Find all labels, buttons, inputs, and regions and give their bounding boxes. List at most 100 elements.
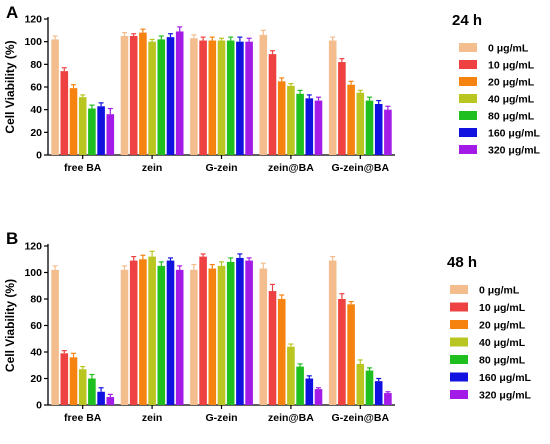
bar — [365, 370, 374, 405]
bar — [236, 257, 244, 405]
y-tick-label: 40 — [30, 104, 42, 116]
bar — [120, 36, 129, 155]
x-category-label: free BA — [64, 412, 102, 424]
bar — [338, 62, 346, 155]
bar — [347, 84, 355, 155]
bar — [69, 357, 78, 405]
bar — [268, 291, 277, 405]
bar — [129, 260, 138, 405]
y-tick-label: 0 — [36, 400, 42, 412]
panel-letter: B — [6, 229, 18, 248]
bar — [190, 269, 198, 405]
bar — [199, 256, 207, 405]
legend-label: 10 μg/mL — [488, 60, 535, 72]
y-axis-label: Cell Viability (%) — [3, 40, 17, 133]
time-label: 24 h — [452, 12, 482, 29]
y-tick-label: 80 — [30, 59, 42, 71]
bar — [259, 34, 268, 155]
x-category-label: zein — [142, 412, 162, 424]
bar — [245, 260, 253, 405]
bar — [374, 104, 383, 155]
legend-swatch — [459, 60, 477, 69]
bar — [88, 108, 96, 155]
legend-swatch — [450, 337, 468, 347]
bar — [236, 41, 244, 155]
legend-swatch — [450, 390, 468, 399]
bar — [129, 36, 138, 155]
bar — [226, 40, 235, 155]
legend-swatch — [450, 320, 468, 329]
legend-label: 160 μg/mL — [488, 128, 541, 140]
legend-swatch — [459, 77, 477, 86]
y-tick-label: 60 — [30, 82, 42, 94]
legend-label: 40 μg/mL — [479, 337, 526, 349]
bar — [356, 92, 365, 155]
bar — [305, 378, 314, 405]
bar — [277, 299, 286, 405]
bar — [175, 269, 184, 405]
legend-label: 320 μg/mL — [488, 145, 541, 157]
legend-label: 10 μg/mL — [479, 302, 526, 314]
x-category-label: zein — [142, 162, 162, 174]
legend-label: 80 μg/mL — [479, 355, 526, 367]
bar — [120, 269, 129, 405]
bar — [374, 381, 383, 405]
legend-label: 320 μg/mL — [479, 390, 532, 402]
x-category-label: G-zein — [205, 162, 237, 174]
bar — [314, 100, 323, 155]
panel-a: A 24 h Cell Viability (%) 0 20 40 60 80 100 120 fr… — [3, 3, 541, 174]
legend-swatch — [450, 302, 468, 312]
legend-label: 40 μg/mL — [488, 94, 535, 106]
y-tick-label: 80 — [30, 294, 42, 306]
bar — [287, 85, 295, 155]
bar — [226, 261, 235, 405]
legend-label: 80 μg/mL — [488, 111, 535, 123]
y-tick-label: 120 — [24, 14, 42, 26]
bar — [166, 37, 175, 156]
y-tick-label: 60 — [30, 320, 42, 332]
bar — [384, 393, 392, 405]
legend-swatch — [459, 43, 477, 52]
bar — [78, 369, 87, 405]
bar — [338, 299, 346, 405]
legend-label: 0 μg/mL — [488, 43, 529, 55]
bar — [78, 97, 87, 155]
bar — [384, 109, 392, 155]
y-tick-label: 100 — [24, 267, 42, 279]
bar — [287, 346, 295, 405]
bar — [268, 54, 277, 156]
bar — [106, 114, 115, 155]
legend-swatch — [450, 285, 468, 294]
bar — [139, 32, 147, 155]
y-tick-label: 0 — [36, 150, 42, 162]
legend-label: 20 μg/mL — [479, 320, 526, 332]
legend-swatch — [450, 355, 468, 364]
bar — [51, 39, 59, 155]
x-category-label: zein@BA — [268, 162, 314, 174]
bar — [157, 265, 166, 405]
y-tick-label: 120 — [24, 241, 42, 253]
y-tick-label: 100 — [24, 36, 42, 48]
bar — [296, 366, 304, 405]
bar — [60, 71, 69, 155]
bar — [88, 378, 96, 405]
panel-letter: A — [6, 3, 18, 22]
x-category-label: G-zein@BA — [332, 162, 390, 174]
legend-swatch — [459, 94, 477, 103]
legend-swatch — [459, 128, 477, 137]
bar — [148, 41, 156, 155]
bar — [208, 268, 217, 405]
y-tick-label: 40 — [30, 347, 42, 359]
bar — [277, 81, 286, 155]
y-tick-label: 20 — [30, 127, 42, 139]
bar — [69, 88, 78, 155]
bar — [328, 260, 337, 405]
bar — [305, 98, 314, 155]
legend-swatch — [459, 111, 477, 120]
bar — [314, 389, 323, 405]
bar — [259, 268, 268, 405]
bar — [208, 40, 217, 155]
bar — [356, 363, 365, 405]
bar — [60, 353, 69, 405]
